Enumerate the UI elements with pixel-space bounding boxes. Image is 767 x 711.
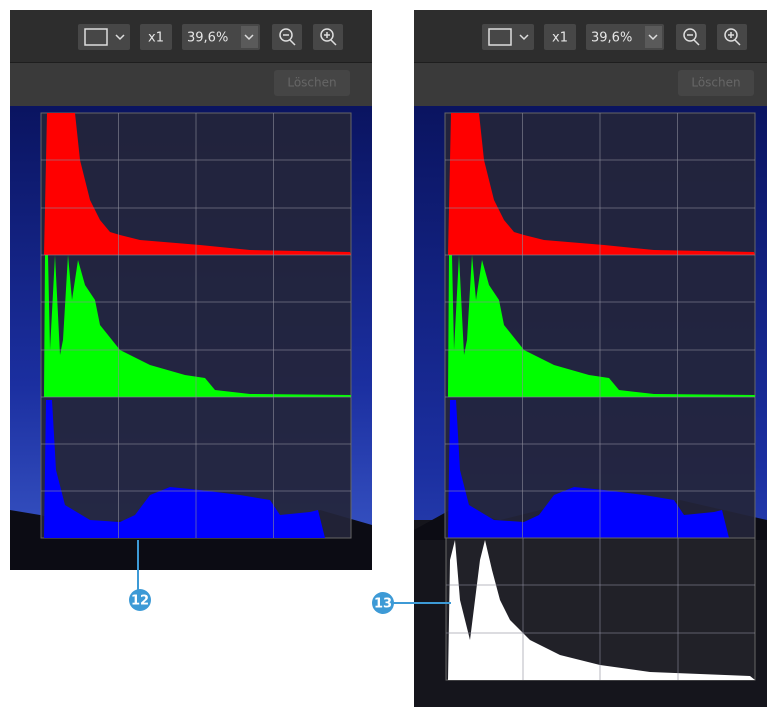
left-panel — [9, 9, 373, 570]
clear-button[interactable]: Löschen — [691, 76, 740, 90]
callout-number: 13 — [374, 597, 392, 612]
zoom-dropdown[interactable]: 39,6% — [187, 31, 228, 46]
zoom-dropdown[interactable]: 39,6% — [591, 31, 632, 46]
zoom-factor-button[interactable]: x1 — [552, 31, 568, 46]
callout: 12 — [129, 540, 151, 611]
callout: 13 — [372, 592, 451, 614]
right-panel — [413, 9, 767, 707]
zoom-factor-button[interactable]: x1 — [148, 31, 164, 46]
callout-number: 12 — [131, 594, 149, 609]
clear-button[interactable]: Löschen — [287, 76, 336, 90]
